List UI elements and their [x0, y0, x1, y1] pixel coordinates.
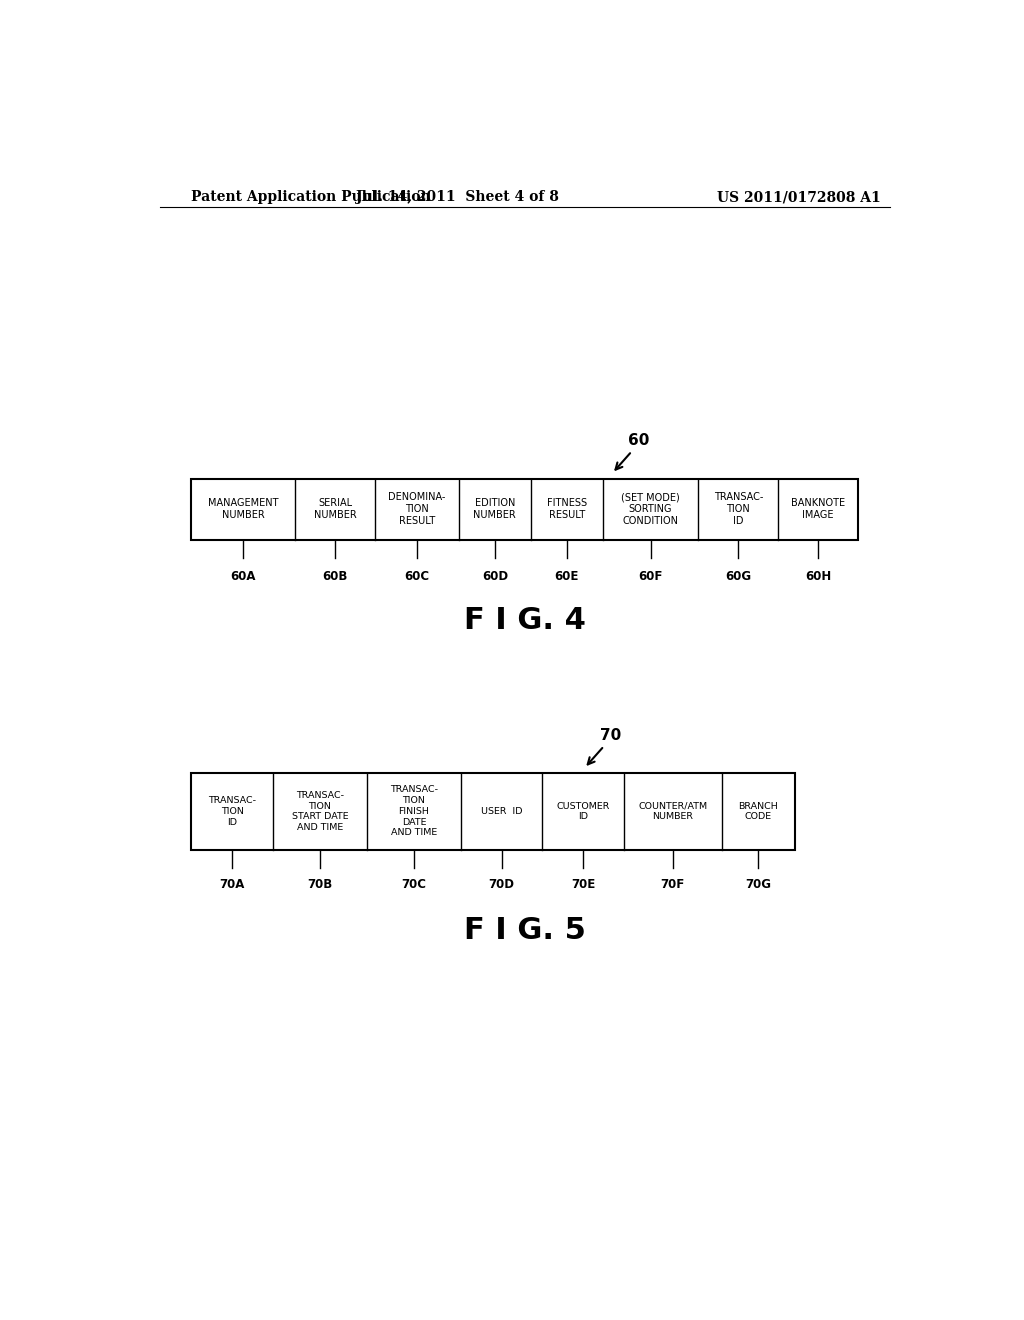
Text: 60E: 60E — [555, 570, 579, 583]
Text: (SET MODE)
SORTING
CONDITION: (SET MODE) SORTING CONDITION — [622, 492, 680, 527]
Text: TRANSAC-
TION
ID: TRANSAC- TION ID — [208, 796, 256, 826]
Bar — [191, 774, 795, 850]
Text: SERIAL
NUMBER: SERIAL NUMBER — [313, 498, 356, 520]
Text: EDITION
NUMBER: EDITION NUMBER — [473, 498, 516, 520]
Text: TRANSAC-
TION
START DATE
AND TIME: TRANSAC- TION START DATE AND TIME — [292, 791, 348, 832]
Text: Patent Application Publication: Patent Application Publication — [191, 190, 431, 205]
Text: 70G: 70G — [745, 878, 771, 891]
Text: TRANSAC-
TION
ID: TRANSAC- TION ID — [714, 492, 763, 527]
Text: TRANSAC-
TION
FINISH
DATE
AND TIME: TRANSAC- TION FINISH DATE AND TIME — [390, 785, 438, 837]
Text: COUNTER/ATM
NUMBER: COUNTER/ATM NUMBER — [638, 801, 708, 821]
Bar — [191, 479, 858, 540]
Text: US 2011/0172808 A1: US 2011/0172808 A1 — [717, 190, 881, 205]
Text: 60H: 60H — [805, 570, 831, 583]
Text: F I G. 4: F I G. 4 — [464, 606, 586, 635]
Text: 60D: 60D — [482, 570, 508, 583]
Text: USER  ID: USER ID — [481, 807, 522, 816]
Text: 60: 60 — [628, 433, 649, 447]
Text: FITNESS
RESULT: FITNESS RESULT — [547, 498, 587, 520]
Text: BANKNOTE
IMAGE: BANKNOTE IMAGE — [792, 498, 845, 520]
Text: 60C: 60C — [404, 570, 430, 583]
Text: MANAGEMENT
NUMBER: MANAGEMENT NUMBER — [208, 498, 279, 520]
Text: BRANCH
CODE: BRANCH CODE — [738, 801, 778, 821]
Text: 60A: 60A — [230, 570, 256, 583]
Text: F I G. 5: F I G. 5 — [464, 916, 586, 945]
Text: 70E: 70E — [570, 878, 595, 891]
Text: 70F: 70F — [660, 878, 685, 891]
Text: 70A: 70A — [219, 878, 245, 891]
Text: 60F: 60F — [638, 570, 663, 583]
Text: 60B: 60B — [323, 570, 348, 583]
Text: Jul. 14, 2011  Sheet 4 of 8: Jul. 14, 2011 Sheet 4 of 8 — [356, 190, 559, 205]
Text: CUSTOMER
ID: CUSTOMER ID — [556, 801, 609, 821]
Text: 60G: 60G — [725, 570, 752, 583]
Text: 70D: 70D — [488, 878, 515, 891]
Text: 70: 70 — [600, 727, 622, 743]
Text: 70B: 70B — [307, 878, 333, 891]
Text: DENOMINA-
TION
RESULT: DENOMINA- TION RESULT — [388, 492, 445, 527]
Text: 70C: 70C — [401, 878, 426, 891]
